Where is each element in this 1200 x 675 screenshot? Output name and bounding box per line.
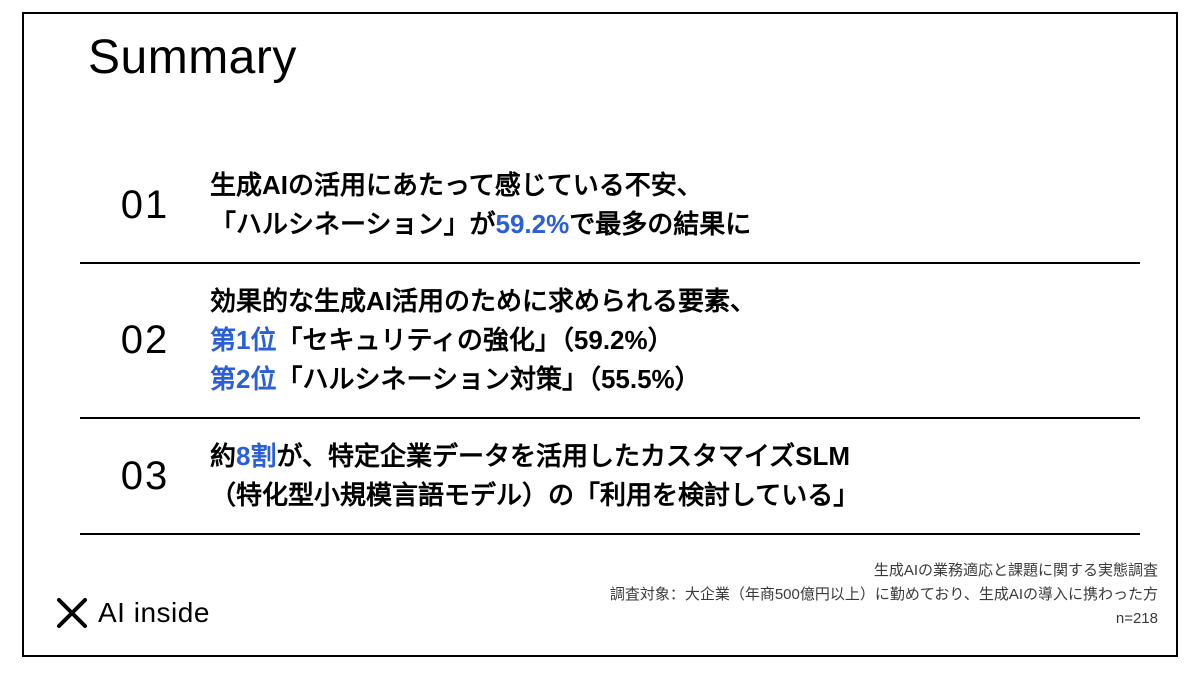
brand-logo: AI inside — [56, 597, 210, 629]
logo-text: AI inside — [98, 597, 210, 629]
note-line-2: 調査対象：大企業（年商500億円以上）に勤めており、生成AIの導入に携わった方 — [610, 583, 1158, 607]
slide: Summary 01生成AIの活用にあたって感じている不安、「ハルシネーション」… — [0, 0, 1200, 675]
slide-title: Summary — [88, 30, 297, 85]
item-number: 03 — [80, 454, 210, 499]
item-number: 01 — [80, 183, 210, 228]
summary-item: 02効果的な生成AI活用のために求められる要素、第1位「セキュリティの強化」（5… — [80, 264, 1140, 419]
highlight-text: 59.2% — [495, 209, 569, 239]
body-text: で最多の結果に — [569, 209, 751, 239]
footer-notes: 生成AIの業務適応と課題に関する実態調査 調査対象：大企業（年商500億円以上）… — [610, 559, 1158, 631]
body-text: （特化型小規模言語モデル）の「利用を検討している」 — [210, 480, 859, 510]
highlight-text: 第1位 — [210, 325, 276, 355]
highlight-text: 第2位 — [210, 364, 276, 394]
body-text: 約 — [210, 441, 236, 471]
item-body: 効果的な生成AI活用のために求められる要素、第1位「セキュリティの強化」（59.… — [210, 282, 756, 399]
note-line-3: n=218 — [610, 607, 1158, 631]
body-text: 「ハルシネーション」が — [210, 209, 495, 239]
summary-list: 01生成AIの活用にあたって感じている不安、「ハルシネーション」が59.2%で最… — [80, 148, 1140, 535]
body-text: 生成AIの活用にあたって感じている不安、 — [210, 170, 703, 200]
body-text: 「ハルシネーション対策」（55.5%） — [276, 364, 700, 394]
logo-x-icon — [56, 597, 88, 629]
body-text: 「セキュリティの強化」（59.2%） — [276, 325, 673, 355]
item-number: 02 — [80, 318, 210, 363]
footer: AI inside 生成AIの業務適応と課題に関する実態調査 調査対象：大企業（… — [0, 575, 1200, 655]
summary-item: 03約8割が、特定企業データを活用したカスタマイズSLM （特化型小規模言語モデル… — [80, 419, 1140, 535]
highlight-text: 8割 — [236, 441, 276, 471]
item-body: 約8割が、特定企業データを活用したカスタマイズSLM （特化型小規模言語モデル）の… — [210, 437, 859, 515]
body-text: 効果的な生成AI活用のために求められる要素、 — [210, 286, 756, 316]
note-line-1: 生成AIの業務適応と課題に関する実態調査 — [610, 559, 1158, 583]
item-body: 生成AIの活用にあたって感じている不安、「ハルシネーション」が59.2%で最多の… — [210, 166, 751, 244]
body-text: が、特定企業データを活用したカスタマイズSLM — [276, 441, 850, 471]
summary-item: 01生成AIの活用にあたって感じている不安、「ハルシネーション」が59.2%で最… — [80, 148, 1140, 264]
